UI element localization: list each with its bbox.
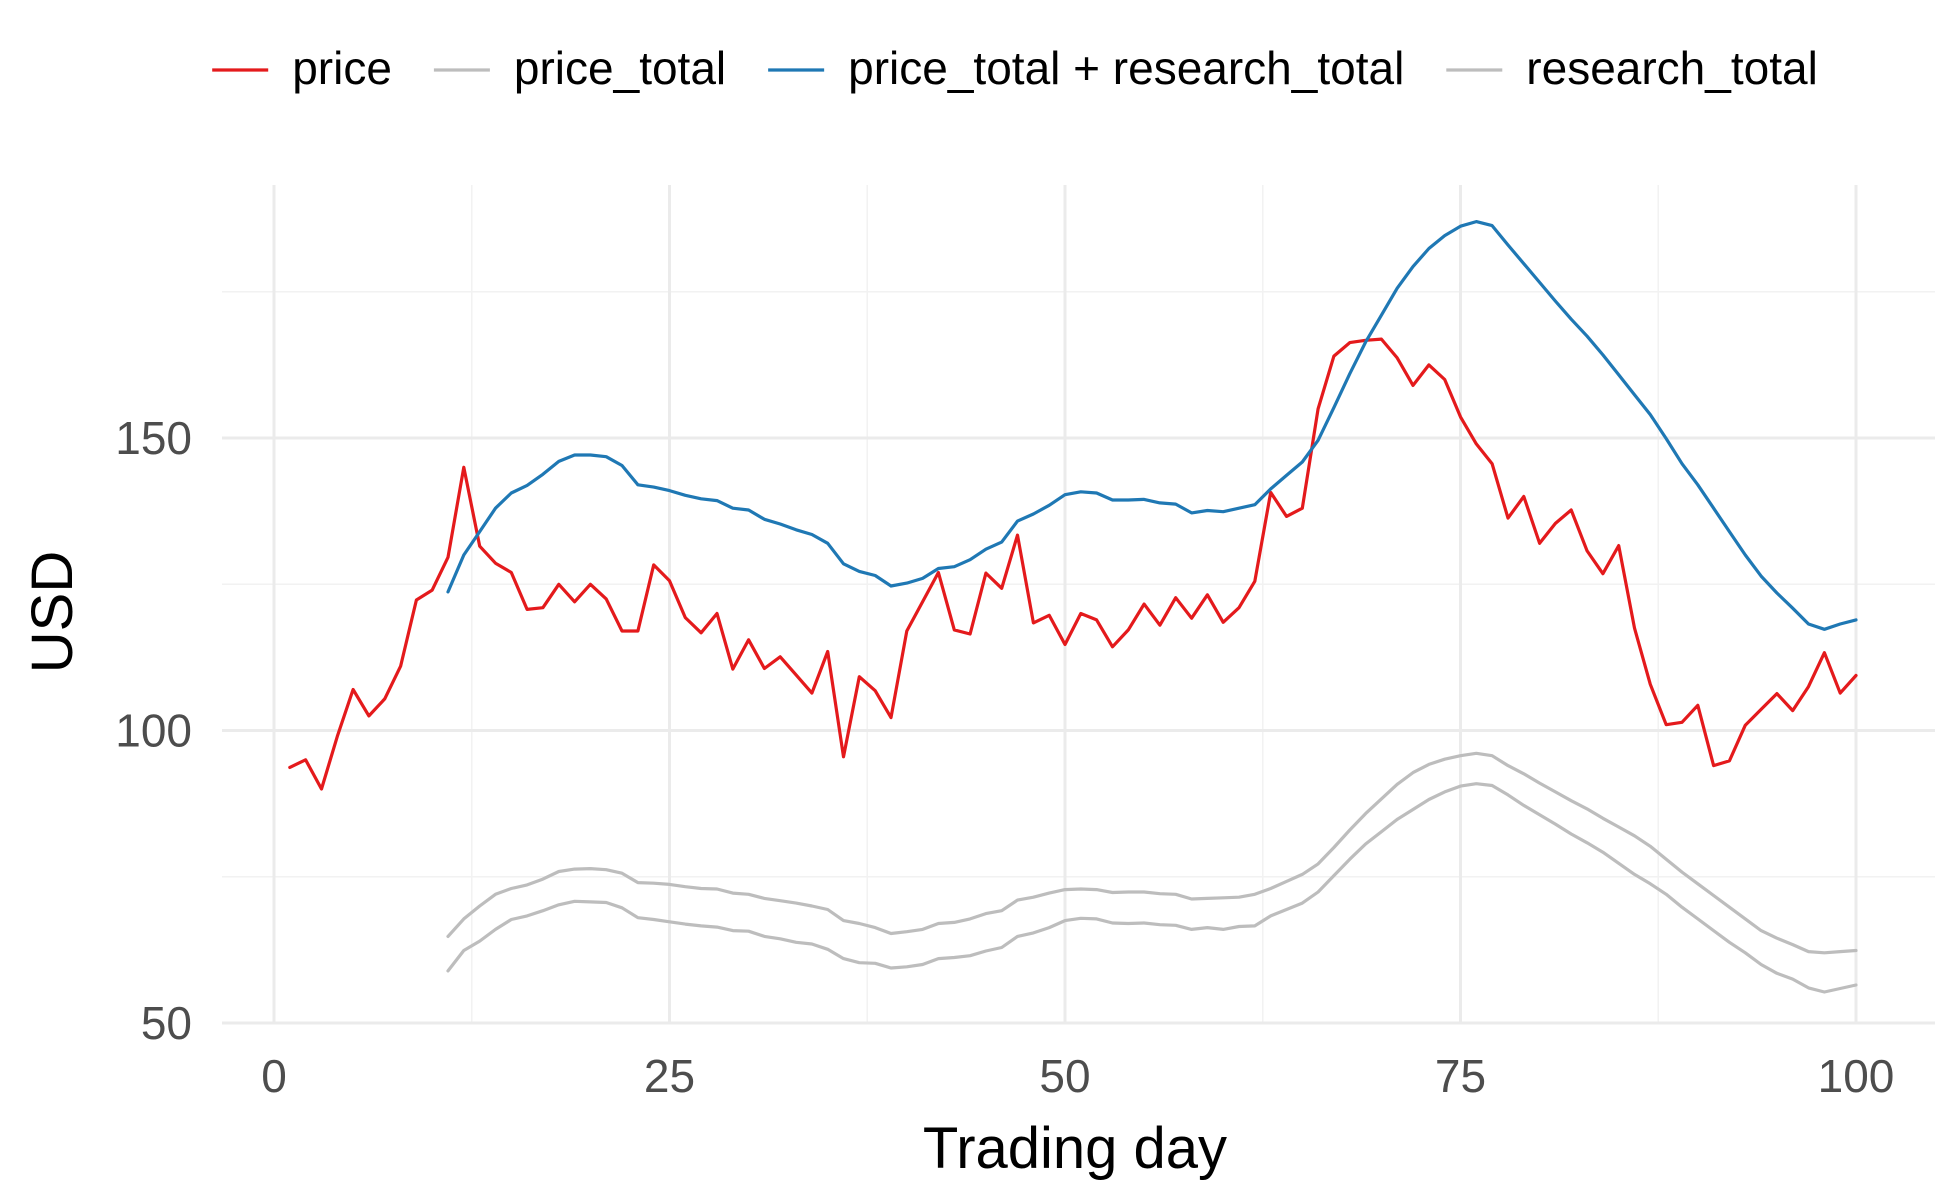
legend-item-price: price (212, 42, 392, 94)
y-axis-title: USD (20, 551, 85, 673)
y-tick-label: 50 (141, 997, 192, 1049)
x-tick-label: 0 (261, 1050, 287, 1102)
series-line-price (288, 337, 1858, 791)
legend-label: price (292, 42, 392, 94)
legend-label: price_total (514, 42, 726, 94)
x-tick-label: 25 (644, 1050, 695, 1102)
x-tick-label: 75 (1435, 1050, 1486, 1102)
series-line-price-total-research-total (446, 220, 1858, 631)
series-lines (288, 220, 1858, 994)
x-tick-label: 50 (1039, 1050, 1090, 1102)
y-tick-label: 150 (115, 412, 192, 464)
grid (222, 185, 1935, 1025)
x-axis-title: Trading day (923, 1116, 1227, 1181)
legend-item-price-total: price_total (433, 42, 726, 94)
legend: price price_total price_total + research_t… (212, 42, 1818, 94)
y-tick-label: 100 (115, 705, 192, 757)
x-tick-label: 100 (1818, 1050, 1895, 1102)
legend-label: price_total + research_total (848, 42, 1404, 94)
series-line-research-total (446, 782, 1858, 994)
legend-label: research_total (1526, 42, 1818, 94)
series-line-price-total (446, 751, 1858, 955)
legend-item-price-total-research-total: price_total + research_total (768, 42, 1404, 94)
tick-labels: 0 25 50 75 100 50 100 150 (115, 412, 1894, 1102)
legend-item-research-total: research_total (1446, 42, 1818, 94)
